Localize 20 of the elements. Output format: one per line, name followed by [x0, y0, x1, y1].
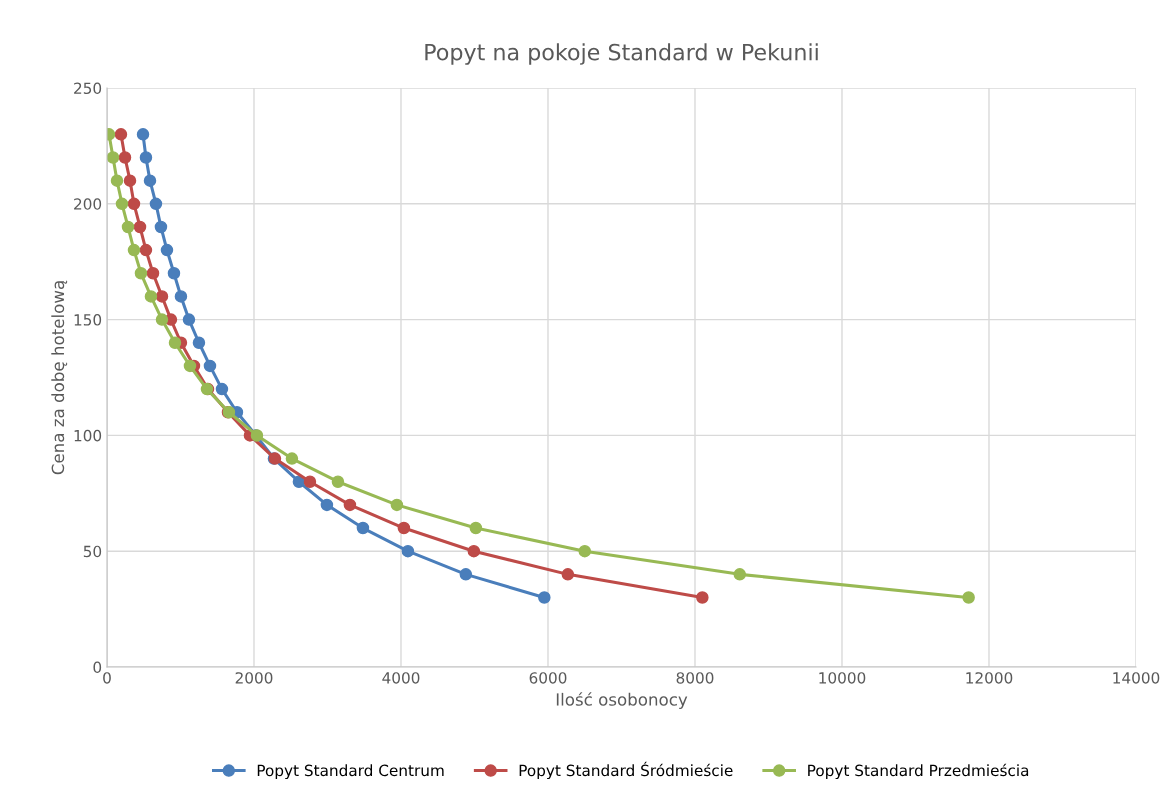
y-tick-label: 250 [74, 82, 102, 95]
x-tick-label: 6000 [529, 672, 567, 684]
x-tick-label: 12000 [966, 672, 1013, 684]
y-tick-label: 200 [74, 198, 102, 210]
x-tick-label: 2000 [235, 672, 273, 684]
y-tick-label: 50 [83, 545, 102, 558]
x-tick-label: 4000 [382, 672, 420, 684]
x-tick-label: 0 [103, 672, 111, 684]
chart-title: Popyt na pokoje Standard w Pekunii [425, 43, 818, 65]
x-axis-title: Ilość osobonocy [556, 692, 688, 709]
legend-label: Popyt Standard Przedmieścia [808, 763, 1029, 780]
x-tick-label: 8000 [676, 672, 714, 684]
y-tick-label: 150 [74, 314, 102, 326]
y-tick-label: 100 [74, 429, 102, 442]
legend-label: Popyt Standard Śródmieście [519, 761, 733, 780]
y-tick-label: 0 [93, 661, 102, 674]
legend-label: Popyt Standard Centrum [257, 764, 444, 780]
x-tick-label: 10000 [819, 672, 866, 684]
x-tick-label: 14000 [1113, 672, 1160, 684]
y-axis-title: Cena za dobę hotelową [51, 280, 68, 475]
